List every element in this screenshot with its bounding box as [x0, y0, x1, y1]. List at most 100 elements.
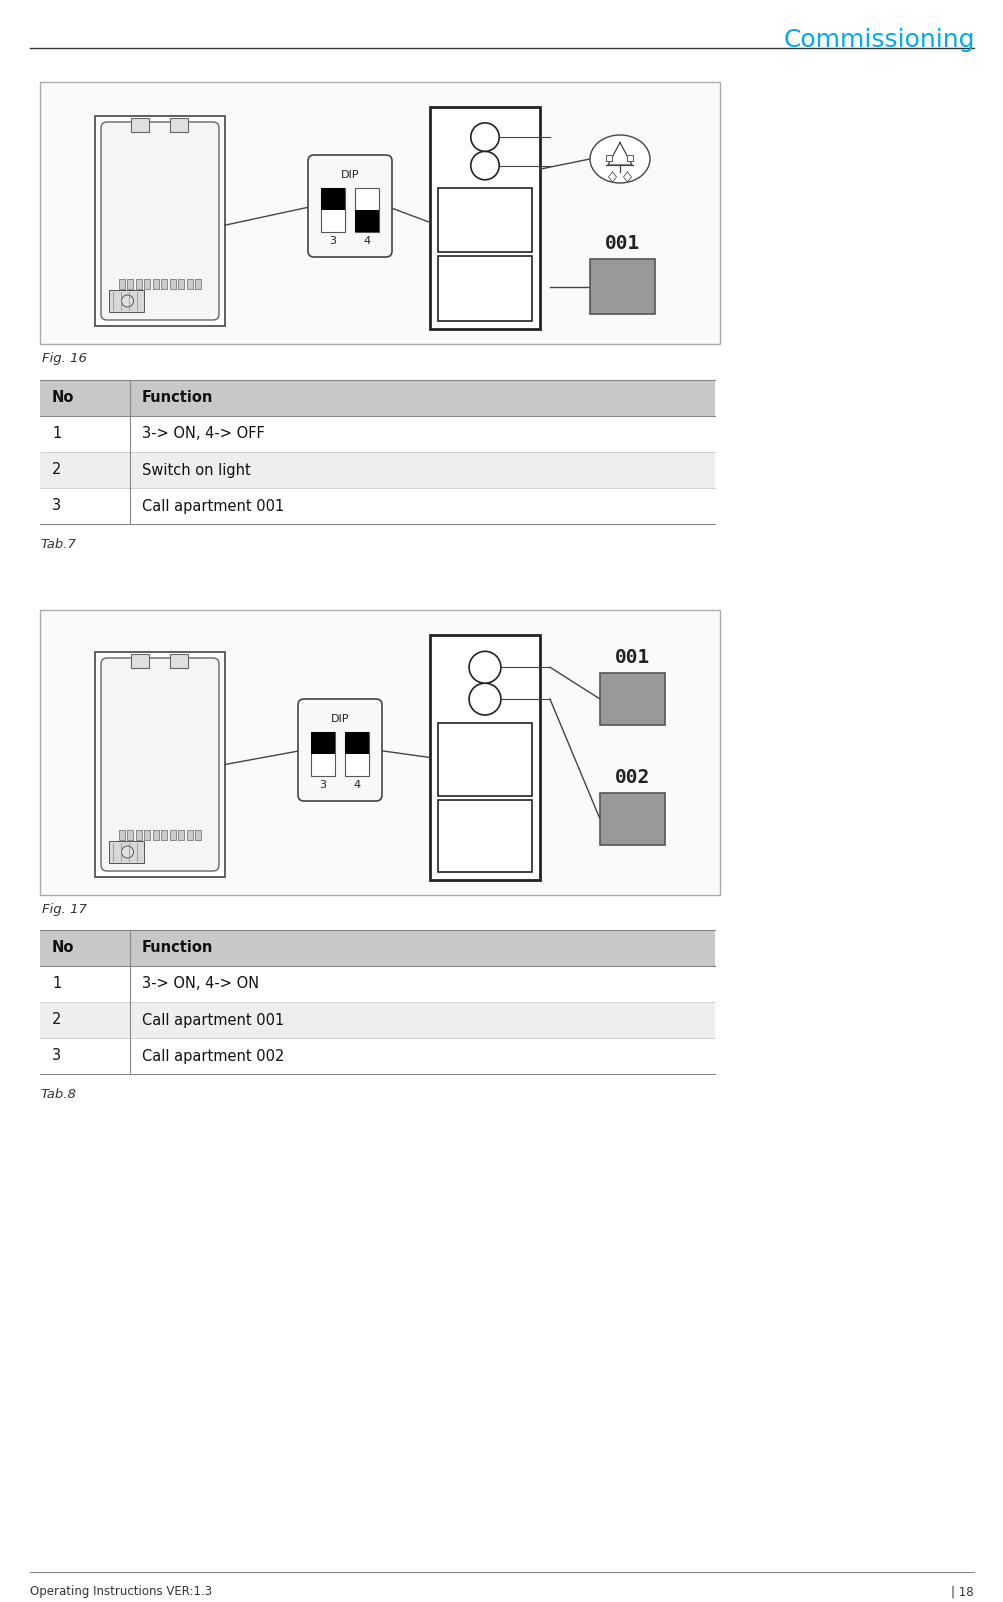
Text: 3: 3	[52, 498, 61, 514]
Bar	[627, 155, 633, 162]
Bar	[429, 634, 540, 879]
Bar	[119, 830, 125, 839]
Text: 3: 3	[329, 235, 336, 247]
Bar	[144, 830, 150, 839]
Bar	[187, 830, 193, 839]
Text: Call apartment 001: Call apartment 001	[141, 498, 284, 514]
Text: Call apartment 001: Call apartment 001	[141, 1012, 284, 1027]
Text: 2: 2	[52, 1012, 61, 1027]
FancyBboxPatch shape	[101, 658, 219, 871]
Bar	[355, 210, 378, 232]
Bar	[40, 452, 714, 489]
Bar	[170, 279, 176, 288]
Bar	[437, 724, 532, 796]
Text: 3: 3	[52, 1048, 61, 1064]
Text: Tab.8: Tab.8	[40, 1088, 76, 1101]
Text: Fig. 17: Fig. 17	[42, 904, 87, 916]
Bar	[429, 107, 540, 328]
Text: Function: Function	[141, 940, 214, 955]
Bar	[127, 830, 133, 839]
Text: Tab.7: Tab.7	[40, 538, 76, 551]
Text: DIP: DIP	[340, 170, 359, 179]
Text: 2: 2	[52, 463, 61, 477]
Bar	[170, 830, 176, 839]
Bar	[40, 1001, 714, 1038]
Bar	[345, 732, 369, 775]
Bar	[40, 380, 714, 417]
Text: 4: 4	[353, 780, 360, 790]
Ellipse shape	[590, 135, 649, 183]
Text: No: No	[52, 391, 74, 405]
Text: Call apartment 002: Call apartment 002	[141, 1048, 284, 1064]
Bar	[131, 119, 149, 131]
Text: Commissioning: Commissioning	[782, 27, 974, 51]
Bar	[345, 732, 369, 755]
Bar	[40, 1038, 714, 1073]
Text: Operating Instructions VER:1.3: Operating Instructions VER:1.3	[30, 1584, 212, 1599]
Bar	[437, 256, 532, 320]
Bar	[178, 279, 184, 288]
Bar	[437, 187, 532, 253]
Text: Function: Function	[141, 391, 214, 405]
Bar	[40, 417, 714, 452]
Text: 3: 3	[319, 780, 326, 790]
Bar	[40, 82, 719, 344]
Bar	[171, 119, 189, 131]
Bar	[171, 654, 189, 668]
Text: Switch on light: Switch on light	[141, 463, 251, 477]
FancyBboxPatch shape	[101, 122, 219, 320]
Bar	[40, 931, 714, 966]
Bar	[600, 793, 664, 844]
Bar	[135, 279, 141, 288]
Text: 1: 1	[52, 426, 61, 442]
Bar	[321, 187, 345, 210]
Bar	[600, 673, 664, 726]
Circle shape	[121, 846, 133, 859]
Circle shape	[470, 123, 498, 151]
Bar	[178, 830, 184, 839]
Bar	[161, 830, 168, 839]
Text: 1: 1	[52, 977, 61, 992]
Bar	[95, 115, 225, 325]
Bar	[144, 279, 150, 288]
Bar	[152, 830, 158, 839]
Text: No: No	[52, 940, 74, 955]
Bar	[152, 279, 158, 288]
Bar	[109, 841, 143, 863]
FancyBboxPatch shape	[308, 155, 391, 256]
Text: 002: 002	[614, 767, 650, 787]
Circle shape	[121, 295, 133, 308]
Text: 3-> ON, 4-> ON: 3-> ON, 4-> ON	[141, 977, 259, 992]
Text: 4: 4	[363, 235, 370, 247]
Bar	[40, 610, 719, 896]
Bar	[195, 279, 201, 288]
Bar	[40, 489, 714, 524]
Text: Fig. 16: Fig. 16	[42, 352, 87, 365]
Bar	[311, 732, 335, 775]
Text: 001: 001	[614, 647, 650, 666]
Bar	[355, 187, 378, 232]
Bar	[95, 652, 225, 876]
Text: 001: 001	[604, 234, 640, 253]
Bar	[127, 279, 133, 288]
Circle shape	[468, 682, 500, 714]
Bar	[321, 187, 345, 232]
Circle shape	[468, 652, 500, 682]
Bar	[40, 966, 714, 1001]
Bar	[590, 260, 654, 314]
Circle shape	[470, 151, 498, 179]
Bar	[161, 279, 168, 288]
Bar	[437, 799, 532, 871]
Bar	[606, 155, 612, 162]
Text: 3-> ON, 4-> OFF: 3-> ON, 4-> OFF	[141, 426, 265, 442]
Bar	[109, 290, 143, 312]
Bar	[131, 654, 149, 668]
Bar	[187, 279, 193, 288]
Text: DIP: DIP	[330, 714, 349, 724]
Text: | 18: | 18	[951, 1584, 973, 1599]
Bar	[119, 279, 125, 288]
Bar	[195, 830, 201, 839]
FancyBboxPatch shape	[298, 698, 381, 801]
Bar	[135, 830, 141, 839]
Bar	[311, 732, 335, 755]
